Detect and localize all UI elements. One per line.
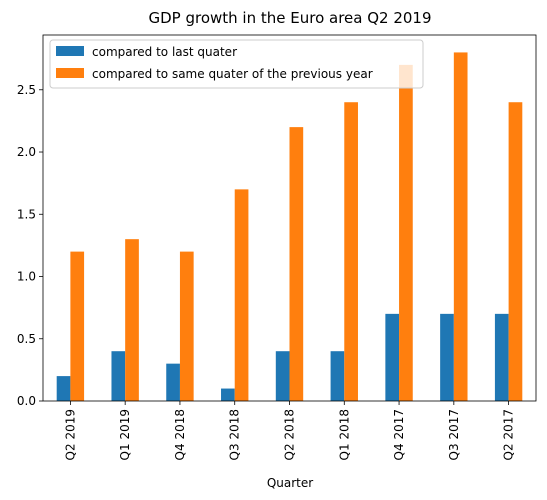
y-tick-label: 0.0	[17, 394, 36, 408]
legend: compared to last quater compared to same …	[49, 39, 424, 89]
axes-frame	[42, 34, 537, 402]
bar-quarter-2	[111, 351, 126, 401]
bar-year-9	[508, 102, 523, 401]
x-tick-label: Q1 2019	[118, 409, 132, 460]
bar-year-1	[70, 251, 85, 401]
bar-year-7	[399, 64, 413, 401]
legend-label: compared to same quater of the previous …	[92, 67, 373, 81]
bar-quarter-9	[494, 313, 509, 401]
x-tick-label: Q3 2017	[447, 409, 461, 460]
y-tick-label: 1.5	[17, 207, 36, 221]
y-tick-label: 2.0	[17, 145, 36, 159]
y-tick-label: 1.0	[17, 270, 36, 284]
x-tick-label: Q4 2017	[392, 409, 406, 460]
legend-box	[49, 39, 424, 89]
bar-quarter-4	[221, 388, 235, 401]
bar-year-4	[234, 189, 249, 401]
x-tick-label: Q2 2019	[63, 409, 77, 460]
plot-area: 0.0 0.5 1.0 1.5 2.0 2.5 Q2 2019 Q1 2019 Q4 2018 Q…	[17, 34, 537, 460]
legend-swatch	[56, 68, 84, 78]
bar-year-2	[125, 239, 139, 401]
legend-swatch	[56, 46, 84, 56]
legend-label: compared to last quater	[92, 45, 237, 59]
bar-year-8	[453, 52, 468, 402]
bar-quarter-5	[275, 351, 290, 401]
y-tick-label: 0.5	[17, 332, 36, 346]
bar-year-3	[179, 251, 194, 401]
bar-quarter-3	[166, 363, 180, 401]
bar-quarter-6	[330, 351, 345, 401]
bar-quarter-7	[385, 313, 400, 401]
x-tick-label: Q1 2018	[337, 409, 351, 460]
x-axis-label: Quarter	[267, 476, 313, 490]
x-tick-label: Q4 2018	[173, 409, 187, 460]
x-tick-label: Q2 2018	[283, 409, 297, 460]
bar-quarter-8	[440, 313, 454, 401]
bar-year-5	[289, 127, 304, 402]
chart-title: GDP growth in the Euro area Q2 2019	[148, 9, 431, 27]
x-tick-label: Q2 2017	[502, 409, 516, 460]
y-tick-label: 2.5	[17, 83, 36, 97]
bar-quarter-1	[56, 376, 71, 401]
bar-year-6	[344, 102, 358, 401]
x-tick-label: Q3 2018	[228, 409, 242, 460]
